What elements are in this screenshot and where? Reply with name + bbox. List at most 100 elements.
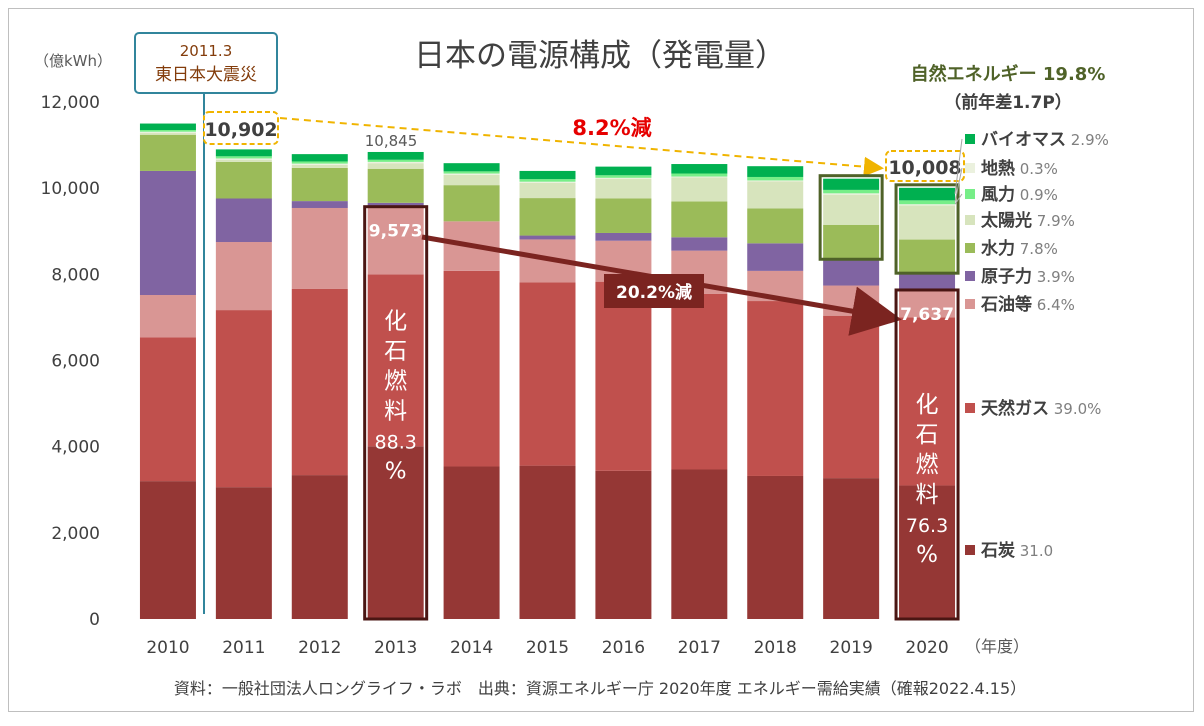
y-tick-label: 4,000 (51, 438, 100, 458)
bar-segment (747, 301, 804, 476)
bar-segment (139, 133, 196, 135)
x-tick-label: 2014 (450, 638, 493, 658)
fossil-fuel-outline (363, 205, 429, 621)
bar-segment (747, 166, 804, 177)
bar-segment (519, 182, 576, 199)
bar-segment (671, 173, 728, 177)
total-2020-label: 10,008 (888, 157, 961, 179)
bar-segment (823, 224, 880, 260)
bar-segment (215, 159, 272, 162)
fossil-fuel-vertical-label: 化 (384, 309, 407, 335)
total-decrease-arrow (279, 117, 884, 177)
bar-segment (519, 179, 576, 182)
bar-segment (139, 481, 196, 619)
bar-segment (291, 201, 348, 208)
bar-segment (671, 164, 728, 174)
fossil-fuel-vertical-label: 燃 (384, 369, 407, 395)
bar-segment (747, 208, 804, 244)
bar-segment (595, 178, 652, 199)
bar-segment (595, 166, 652, 176)
bar-segment (367, 206, 424, 275)
y-tick-label: 10,000 (41, 179, 100, 199)
total-2020-box (885, 150, 965, 182)
bar-segment (139, 123, 196, 131)
legend: バイオマス 2.9% 地熱 0.3% 風力 0.9% 太陽光 7.9% 水力 7.8% 原… (954, 130, 1109, 561)
fossil-fuel-total-label: 7,637 (900, 305, 954, 325)
x-axis: 2010 2011 2012 2013 2014 2015 2016 2017 2018 2019… (146, 638, 948, 658)
legend-swatch (965, 134, 975, 144)
fossil-fuel-vertical-label: % (385, 459, 407, 485)
fossil-fuel-vertical-label: 石 (916, 422, 939, 448)
legend-entry: 風力 0.9% (981, 184, 1058, 205)
total-2011-box (203, 111, 279, 145)
fossil-fuel-vertical-label: 石 (384, 339, 407, 365)
bar-segment (215, 149, 272, 157)
fossil-decrease-badge (604, 274, 704, 308)
bar-segment (291, 163, 348, 165)
fossil-fuel-vertical-label: 燃 (916, 452, 939, 478)
bar-segment (519, 465, 576, 619)
legend-swatch (965, 299, 975, 309)
legend-leader-line (954, 138, 963, 194)
bar-segment (443, 270, 500, 467)
bar-segment (899, 204, 956, 206)
bar-segment (595, 470, 652, 619)
legend-entry: 原子力 3.9% (981, 266, 1075, 287)
bar-segment (215, 156, 272, 159)
bar-segment (671, 293, 728, 470)
bar-segment (291, 288, 348, 476)
bar-segment (899, 485, 956, 619)
legend-swatch (965, 243, 975, 253)
bar-segment (519, 235, 576, 240)
y-tick-label: 0 (89, 610, 100, 630)
bar-segment (595, 175, 652, 178)
fossil-fuel-vertical-label: 料 (384, 399, 407, 425)
bar-segment (367, 274, 424, 447)
x-axis-unit-label: （年度） (965, 637, 1029, 656)
bar-segment (899, 289, 956, 318)
bar-segment (671, 237, 728, 251)
bar-segment (367, 159, 424, 162)
bar-segment (595, 177, 652, 179)
bar-segment (747, 176, 804, 181)
renewable-outline (894, 183, 960, 275)
bar-segment (367, 161, 424, 164)
bar-segment (443, 185, 500, 222)
source-note: 資料：一般社団法人ロングライフ・ラボ 出典：資源エネルギー庁 2020年度 エネ… (174, 679, 1026, 698)
x-tick-label: 2015 (526, 638, 569, 658)
bar-segment (139, 170, 196, 296)
bar-segment (443, 163, 500, 172)
x-tick-label: 2016 (602, 638, 645, 658)
legend-entry: 地熱 0.3% (981, 158, 1058, 179)
legend-swatch (965, 403, 975, 413)
bar-segment (367, 202, 424, 207)
bar-segment (443, 171, 500, 174)
legend-entry: 水力 7.8% (981, 238, 1058, 259)
y-axis-label: （億kWh） (34, 52, 112, 70)
total-2013-label: 10,845 (365, 132, 418, 150)
legend-swatch (965, 215, 975, 225)
bar-segment (823, 178, 880, 190)
renewable-subtitle: （前年差1.7P） (944, 92, 1072, 113)
y-tick-label: 6,000 (51, 352, 100, 372)
bar-segment (823, 189, 880, 194)
y-axis: 0 2,000 4,000 6,000 8,000 10,000 12,000 (41, 93, 100, 630)
bar-segment (291, 154, 348, 162)
legend-entry: 天然ガス 39.0% (981, 398, 1101, 419)
earthquake-name: 東日本大震災 (155, 65, 257, 85)
legend-entry: 石油等 6.4% (980, 294, 1075, 315)
bar-segment (215, 198, 272, 243)
fossil-fuel-vertical-label: 料 (916, 482, 939, 508)
bar-segment (215, 487, 272, 619)
earthquake-date: 2011.3 (180, 42, 233, 60)
bar-segment (823, 315, 880, 479)
bar-segment (443, 174, 500, 186)
bar-segment (519, 282, 576, 466)
bar-segment (291, 475, 348, 619)
bar-segment (367, 446, 424, 619)
bar-segment (139, 337, 196, 482)
bar-segment (291, 207, 348, 289)
bar-segment (747, 475, 804, 619)
